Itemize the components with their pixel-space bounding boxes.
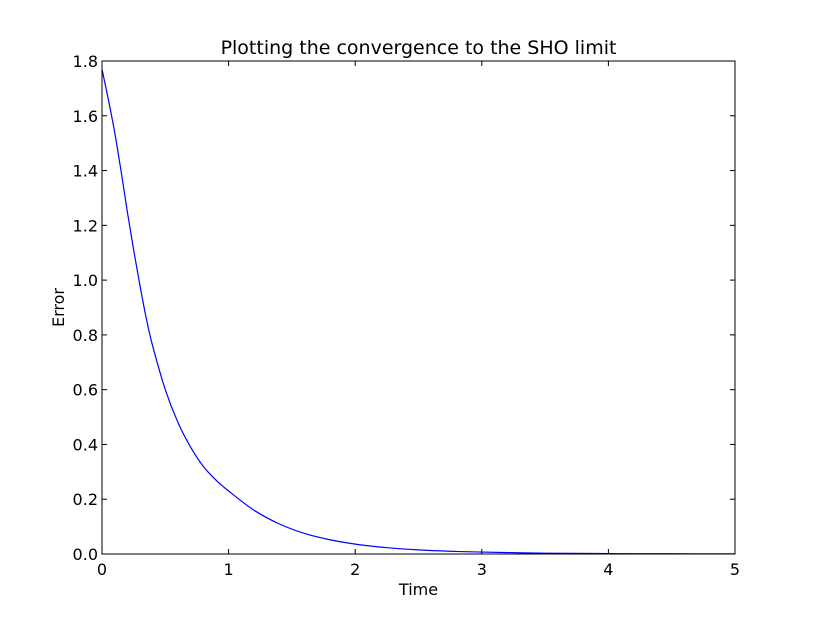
x-tick-label: 2 bbox=[350, 560, 360, 579]
y-tick-label: 0.0 bbox=[73, 545, 98, 564]
chart-title: Plotting the convergence to the SHO limi… bbox=[221, 37, 617, 59]
y-tick-label: 0.2 bbox=[73, 490, 98, 509]
y-tick-label: 1.6 bbox=[73, 107, 98, 126]
plot-frame bbox=[101, 60, 736, 555]
x-tick-label: 3 bbox=[477, 560, 487, 579]
x-axis-label: Time bbox=[398, 580, 438, 599]
y-tick-label: 1.4 bbox=[73, 162, 98, 181]
x-tick-label: 4 bbox=[603, 560, 613, 579]
y-tick-label: 0.8 bbox=[73, 326, 98, 345]
y-tick-label: 0.4 bbox=[73, 435, 98, 454]
y-tick-label: 0.6 bbox=[73, 381, 98, 400]
tick-labels: 0 1 2 3 4 5 0.0 0.2 0.4 0.6 0.8 1.0 1.2 1.4 1.6 1.8 bbox=[73, 52, 741, 579]
x-tick-label: 1 bbox=[224, 560, 234, 579]
plot-area bbox=[102, 61, 735, 554]
y-tick-label: 1.8 bbox=[73, 52, 98, 71]
y-tick-label: 1.0 bbox=[73, 271, 98, 290]
series-line bbox=[101, 69, 736, 555]
x-tick-label: 5 bbox=[730, 560, 740, 579]
x-tick-label: 0 bbox=[97, 560, 107, 579]
y-axis-label: Error bbox=[49, 288, 68, 327]
y-tick-label: 1.2 bbox=[73, 216, 98, 235]
